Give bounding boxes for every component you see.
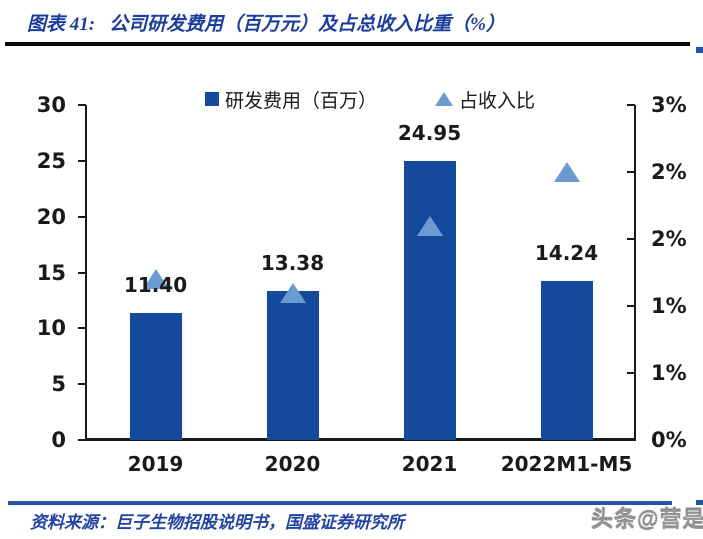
y-axis-right-tick [627, 372, 635, 374]
x-axis-category-label: 2022M1-M5 [500, 452, 633, 476]
y-axis-left-tick-label: 25 [36, 148, 66, 173]
y-axis-left-tick-label: 15 [36, 260, 66, 285]
y-axis-right-tick [627, 238, 635, 240]
revenue-ratio-marker [142, 269, 169, 290]
y-axis-right-line [634, 105, 636, 441]
y-axis-left-line [85, 105, 87, 441]
y-axis-left-tick [78, 439, 86, 441]
legend-item-rd-expense: 研发费用（百万） [205, 86, 377, 113]
revenue-ratio-marker [416, 215, 443, 236]
bar [266, 290, 319, 440]
y-axis-right-tick-label: 3% [651, 93, 687, 117]
page-edge-fragment-bottom [696, 500, 703, 505]
figure-number-label: 图表 41: [27, 14, 96, 35]
bar-data-label: 11.40 [123, 272, 188, 297]
bar [540, 280, 593, 440]
triangle-series-swatch-icon [435, 92, 454, 106]
legend-item-revenue-ratio: 占收入比 [435, 86, 535, 113]
y-axis-right-tick [627, 171, 635, 173]
y-axis-right-tick-label: 2% [651, 160, 687, 184]
y-axis-right-tick-label: 1% [651, 361, 687, 385]
bar-series-swatch-icon [205, 92, 219, 106]
bar-data-label: 14.24 [534, 240, 599, 265]
y-axis-left-tick-label: 20 [36, 204, 66, 229]
y-axis-left-tick-label: 5 [51, 372, 66, 397]
footer-divider-rule [8, 501, 672, 505]
x-axis-category-label: 2021 [401, 452, 458, 476]
legend-label-rd-expense: 研发费用（百万） [225, 90, 378, 112]
y-axis-right-tick-label: 2% [651, 227, 687, 251]
y-axis-left-tick-label: 0 [51, 428, 66, 452]
revenue-ratio-marker [553, 162, 580, 182]
y-axis-left-tick [78, 271, 86, 274]
x-axis-category-label: 2019 [127, 452, 184, 476]
y-axis-right-tick-label: 0% [651, 428, 687, 452]
source-note: 资料来源：巨子生物招股说明书，国盛证券研究所 [30, 513, 404, 532]
y-axis-right-tick [627, 104, 635, 106]
bar-data-label: 24.95 [397, 121, 462, 146]
y-axis-left-tick [78, 159, 86, 162]
y-axis-left-tick [78, 215, 86, 218]
y-axis-right-tick-label: 1% [651, 294, 687, 318]
revenue-ratio-marker [279, 282, 306, 303]
page-edge-fragment-top [696, 47, 703, 53]
bar [403, 161, 456, 440]
chart-legend: 研发费用（百万） 占收入比 [205, 86, 535, 113]
watermark: 头条@营是 [591, 507, 703, 532]
figure-title: 图表 41: 公司研发费用（百万元）及占总收入比重（%） [27, 9, 505, 36]
y-axis-left-tick [78, 383, 86, 386]
y-axis-right-tick [627, 439, 635, 441]
x-axis-category-label: 2020 [264, 452, 321, 476]
y-axis-left-tick [78, 104, 86, 106]
y-axis-left-tick [78, 327, 86, 330]
bar [129, 312, 182, 440]
title-divider-rule [5, 42, 690, 46]
legend-label-revenue-ratio: 占收入比 [459, 90, 536, 112]
figure-title-text: 公司研发费用（百万元）及占总收入比重（%） [109, 14, 505, 35]
y-axis-right-tick [627, 305, 635, 307]
x-axis-line [85, 438, 636, 441]
y-axis-left-tick-label: 30 [36, 93, 66, 117]
bar-data-label: 13.38 [260, 250, 325, 275]
y-axis-left-tick-label: 10 [36, 316, 66, 341]
